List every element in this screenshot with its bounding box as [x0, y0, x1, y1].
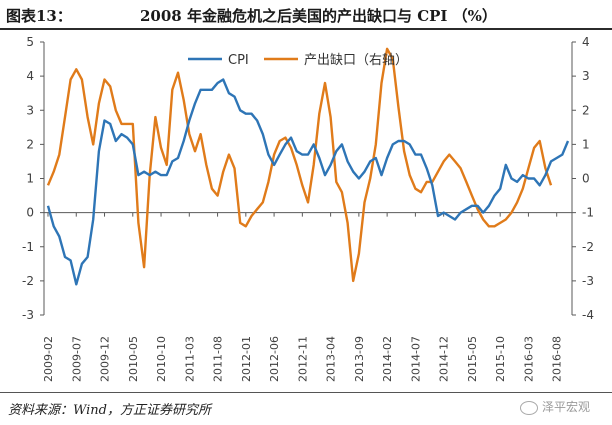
right-tick-label: 2 — [582, 103, 590, 117]
title-bar: 图表13： 2008 年金融危机之后美国的产出缺口与 CPI （%） — [0, 0, 612, 28]
wechat-icon — [520, 400, 538, 415]
left-tick-label: 0 — [26, 206, 34, 220]
x-tick-label: 2012-11 — [296, 336, 309, 382]
x-tick-label: 2011-03 — [183, 336, 196, 382]
figure-label: 图表13： — [6, 7, 72, 25]
left-tick-label: 5 — [26, 35, 34, 49]
x-tick-label: 2015-10 — [494, 336, 507, 382]
left-tick-label: -3 — [22, 308, 34, 322]
output-gap-line — [46, 47, 553, 283]
left-tick-label: 2 — [26, 137, 34, 151]
left-tick-label: 3 — [26, 103, 34, 117]
left-tick-label: -2 — [22, 274, 34, 288]
right-tick-label: -1 — [582, 206, 594, 220]
watermark-text: 泽平宏观 — [542, 400, 591, 414]
x-tick-label: 2010-10 — [155, 336, 168, 382]
x-tick-label: 2012-06 — [268, 336, 281, 382]
x-tick-label: 2009-07 — [70, 336, 83, 382]
legend-cpi-label: CPI — [228, 53, 249, 68]
legend-gap-label: 产出缺口（右轴） — [304, 53, 408, 68]
left-tick-label: -1 — [22, 240, 34, 254]
x-tick-label: 2014-12 — [438, 336, 451, 382]
watermark: 泽平宏观 — [520, 398, 590, 415]
x-tick-label: 2009-12 — [99, 336, 112, 382]
right-tick-label: -3 — [582, 274, 594, 288]
footer-rule — [0, 392, 612, 393]
x-tick-label: 2012-01 — [240, 336, 253, 382]
x-tick-label: 2013-09 — [353, 336, 366, 382]
right-tick-label: 1 — [582, 137, 590, 151]
x-tick-label: 2014-07 — [409, 336, 422, 382]
left-tick-label: 1 — [26, 172, 34, 186]
chart-title: 2008 年金融危机之后美国的产出缺口与 CPI （%） — [140, 7, 497, 25]
x-tick-label: 2014-02 — [381, 336, 394, 382]
x-tick-label: 2010-05 — [127, 336, 140, 382]
x-tick-label: 2009-02 — [42, 336, 55, 382]
cpi-line — [46, 78, 570, 286]
x-tick-label: 2016-03 — [522, 336, 535, 382]
x-tick-label: 2011-08 — [212, 336, 225, 382]
right-tick-label: -4 — [582, 308, 594, 322]
title-rule — [0, 28, 612, 30]
x-tick-label: 2013-04 — [325, 336, 338, 382]
source-note: 资料来源：Wind，方正证券研究所 — [8, 403, 211, 418]
right-tick-label: 0 — [582, 172, 590, 186]
left-tick-label: 4 — [26, 69, 34, 83]
right-tick-label: 3 — [582, 69, 590, 83]
line-chart: 5 4 3 2 1 0 -1 -2 -3 4 3 2 1 0 -1 -2 -3 -4 2009-02 2009-07 2… — [22, 35, 594, 382]
right-tick-label: -2 — [582, 240, 594, 254]
x-tick-label: 2015-05 — [466, 336, 479, 382]
right-tick-label: 4 — [582, 35, 590, 49]
x-tick-label: 2016-08 — [551, 336, 564, 382]
